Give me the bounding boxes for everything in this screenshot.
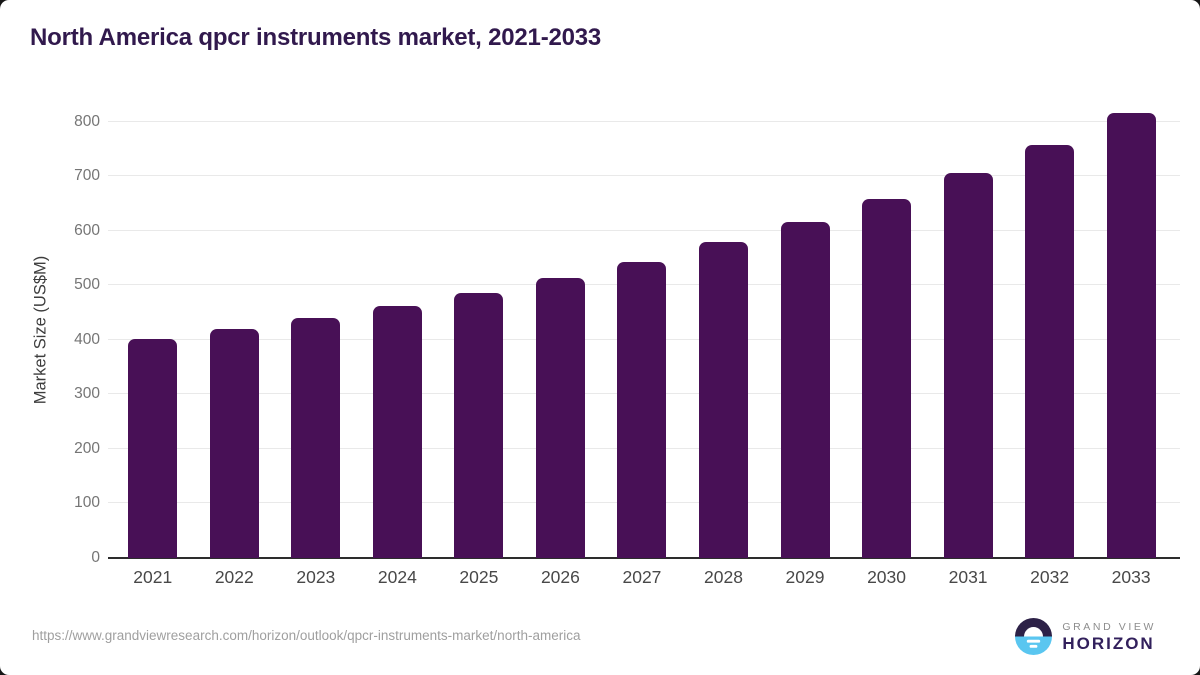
x-label-2023: 2023 [296,567,336,587]
bar-2022 [209,329,259,558]
horizon-sun-icon [1015,618,1053,655]
y-axis-label: Market Size (US$M) [31,255,50,405]
y-tick-300: 300 [74,385,100,403]
bar-2029 [780,221,830,558]
logo-grand-view-text: GRAND VIEW [1062,620,1156,633]
bar-2033 [1106,112,1156,558]
bar-2021 [128,338,178,558]
bar-2031 [943,173,993,558]
bar-slot-2022 [194,100,276,558]
bar-2024 [372,306,422,558]
bar-2032 [1025,144,1075,558]
bars-layer [112,100,1172,558]
bar-slot-2028 [683,100,765,558]
chart-title: North America qpcr instruments market, 2… [30,24,602,51]
brand-logo: GRAND VIEW HORIZON [1015,618,1156,655]
bar-slot-2027 [601,100,683,558]
y-tick-400: 400 [74,330,100,348]
x-label-2021: 2021 [133,567,173,587]
x-label-2022: 2022 [214,567,254,587]
y-tick-800: 800 [74,112,100,130]
x-label-2025: 2025 [459,567,499,587]
bar-2026 [535,278,585,558]
y-tick-200: 200 [74,439,100,457]
gridline-600 [108,229,1180,231]
bar-slot-2030 [846,100,928,558]
source-url: https://www.grandviewresearch.com/horizo… [32,628,581,643]
gridline-800 [108,120,1180,122]
bar-slot-2024 [357,100,439,558]
x-label-2024: 2024 [377,567,417,587]
y-tick-0: 0 [91,549,100,566]
bar-slot-2029 [764,100,846,558]
x-label-2026: 2026 [540,567,580,587]
y-tick-700: 700 [74,167,100,185]
x-tick-labels: 2021 2022 2023 2024 2025 2026 2027 2028 2029 2030… [112,567,1172,588]
x-label-2027: 2027 [622,567,662,587]
bar-slot-2032 [1009,100,1091,558]
bar-2023 [291,318,341,558]
bar-2028 [698,242,748,558]
y-tick-600: 600 [74,221,100,239]
bar-2030 [862,199,912,558]
bar-2025 [454,293,504,558]
x-axis-line [108,557,1180,559]
bar-slot-2031 [927,100,1009,558]
bar-slot-2033 [1090,100,1172,558]
x-label-2030: 2030 [867,567,907,587]
y-tick-500: 500 [74,276,100,294]
x-label-2032: 2032 [1030,567,1070,587]
bar-slot-2021 [112,100,194,558]
y-tick-labels: 0 100 200 300 400 500 600 700 800 [55,100,100,566]
x-label-2028: 2028 [704,567,743,587]
x-label-2031: 2031 [948,567,988,587]
bar-slot-2025 [438,100,520,558]
bar-slot-2026 [520,100,602,558]
x-label-2033: 2033 [1111,567,1151,587]
y-tick-100: 100 [74,494,100,512]
bar-2027 [617,261,667,558]
x-label-2029: 2029 [785,567,825,587]
logo-horizon-text: HORIZON [1062,633,1155,653]
bar-slot-2023 [275,100,357,558]
gridline-700 [108,175,1180,177]
